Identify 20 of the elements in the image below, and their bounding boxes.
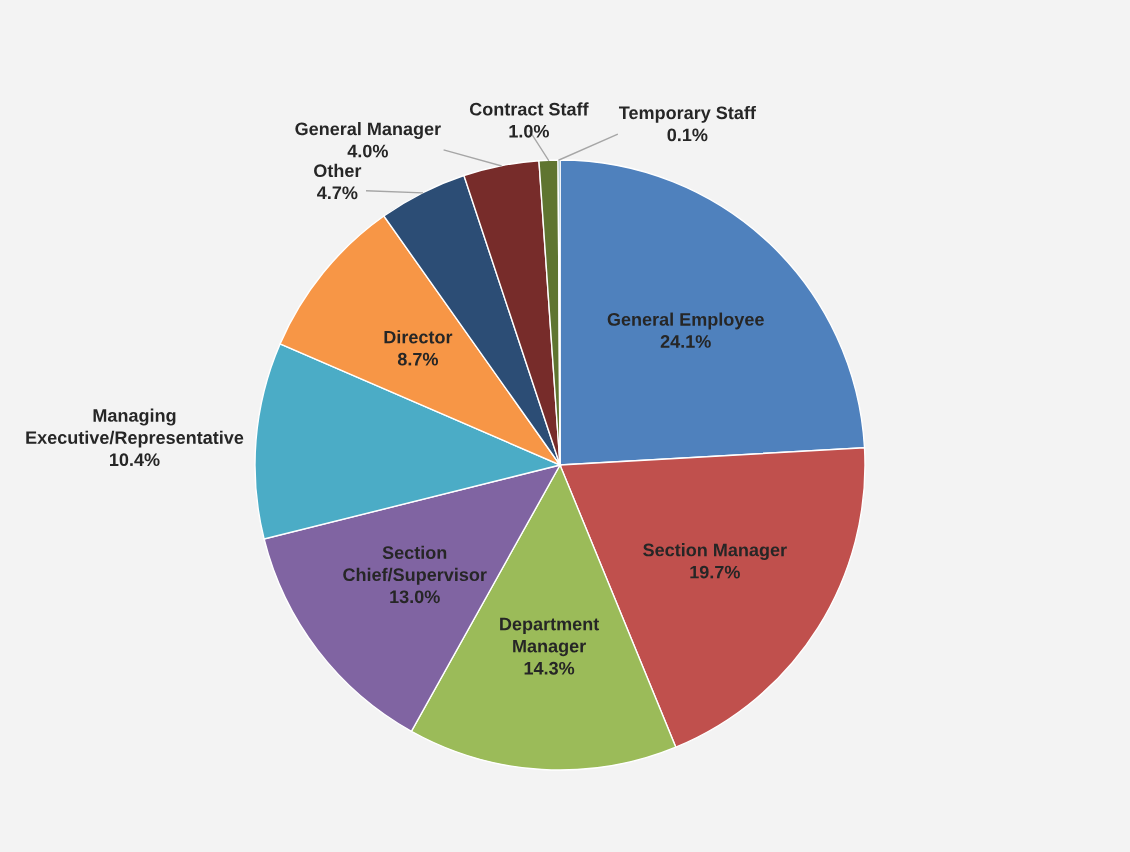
slice-label: Contract Staff (469, 102, 589, 116)
slice-label: General Manager (295, 122, 441, 139)
data-label: 19.7% (690, 565, 740, 579)
slice-label: Managing Executive/Representative (26, 408, 244, 448)
data-label: 1.0% (509, 124, 549, 138)
data-label: 10.4% (110, 453, 160, 467)
slice-label: General Employee (607, 312, 764, 330)
slice-label: Section Manager (643, 543, 787, 560)
slice-label: Other (314, 163, 362, 178)
slice-label: Department Manager (500, 617, 600, 657)
slice-label: Section Chief/Supervisor (343, 545, 487, 585)
data-label: 24.1% (660, 335, 711, 348)
data-label: 0.1% (667, 128, 708, 142)
data-label: 8.7% (397, 352, 438, 366)
slice-label: Temporary Staff (618, 105, 756, 123)
data-label: 4.7% (317, 186, 358, 200)
slice-label: Director (384, 330, 453, 344)
data-label: 4.0% (347, 144, 388, 158)
data-label: 13.0% (390, 590, 440, 604)
data-label: 14.3% (524, 661, 575, 675)
